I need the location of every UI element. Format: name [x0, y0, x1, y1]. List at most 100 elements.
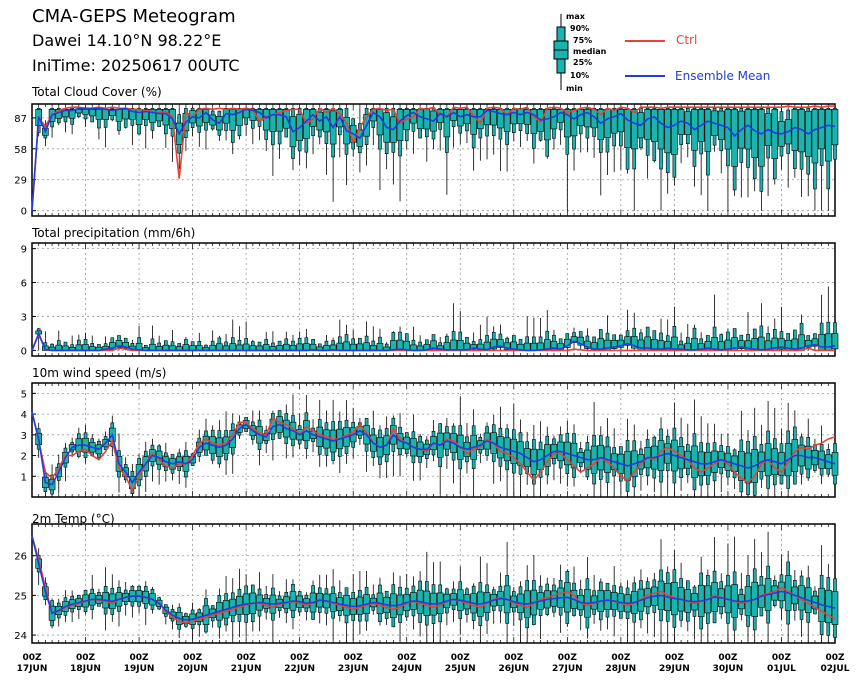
box-inner	[75, 109, 83, 114]
box-inner	[651, 109, 658, 142]
y-tick-label: 0	[21, 207, 27, 218]
box-inner	[597, 109, 605, 140]
box-inner	[811, 109, 819, 164]
legend-mean-label: Ensemble Mean	[675, 69, 771, 83]
box-inner	[610, 340, 618, 349]
box-inner	[831, 452, 839, 476]
box-inner	[356, 343, 364, 351]
box-inner	[182, 344, 190, 351]
box-inner	[88, 109, 96, 117]
legend-median-label: median	[573, 47, 607, 56]
box-inner	[450, 339, 457, 351]
box-inner	[102, 109, 109, 120]
y-tick-label: 3	[21, 312, 27, 323]
legend-mean-swatch	[625, 75, 665, 77]
box-inner	[282, 343, 290, 351]
box-inner	[282, 109, 290, 129]
box-inner	[617, 339, 625, 348]
y-tick-label: 9	[21, 245, 27, 256]
box-inner	[530, 109, 538, 134]
x-tick-label-hour: 00Z	[611, 653, 631, 663]
x-tick-label-date: 24JUN	[391, 664, 422, 674]
box-inner	[470, 109, 477, 135]
box-inner	[363, 342, 370, 351]
box-inner	[68, 109, 76, 119]
box-inner	[825, 109, 832, 162]
x-tick-label-date: 30JUN	[713, 664, 744, 674]
y-tick-label: 29	[14, 176, 27, 187]
box-inner	[349, 343, 357, 351]
box-inner	[236, 344, 243, 351]
x-tick-label-date: 28JUN	[606, 664, 637, 674]
box-inner	[55, 344, 63, 351]
x-tick-label-hour: 00Z	[397, 653, 417, 663]
box-inner	[604, 109, 611, 138]
x-tick-label-hour: 00Z	[183, 653, 203, 663]
panel-title: 10m wind speed (m/s)	[32, 366, 166, 380]
y-tick-label: 0	[21, 346, 27, 357]
box-inner	[731, 109, 738, 167]
box-inner	[296, 343, 303, 351]
box-inner	[376, 109, 384, 136]
box-inner	[456, 340, 464, 351]
box-inner	[577, 336, 585, 346]
box-inner	[470, 344, 477, 350]
box-inner	[584, 109, 591, 128]
box-inner	[644, 109, 651, 140]
box-inner	[744, 109, 752, 150]
box-inner	[276, 109, 283, 132]
box-inner	[416, 109, 424, 130]
box-inner	[155, 109, 163, 122]
box-inner	[62, 109, 69, 118]
box-inner	[343, 341, 350, 351]
ensemble-mean-line	[31, 331, 836, 352]
y-tick-label: 25	[14, 591, 27, 602]
box-inner	[671, 109, 678, 155]
box-inner	[624, 109, 631, 148]
x-tick-label-date: 18JUN	[70, 664, 101, 674]
box-inner	[804, 340, 812, 348]
box-inner	[142, 109, 150, 120]
x-tick-label-date: 25JUN	[445, 664, 476, 674]
x-tick-label-hour: 00Z	[290, 653, 310, 663]
legend-p75-label: 75%	[573, 36, 593, 45]
box-inner	[262, 344, 270, 351]
y-tick-label: 87	[14, 114, 27, 125]
y-tick-label: 4	[21, 410, 27, 421]
box-inner	[269, 109, 277, 132]
x-tick-label-hour: 00Z	[22, 653, 42, 663]
x-tick-label-date: 01JUL	[767, 664, 796, 674]
station-location: Dawei 14.10°N 98.22°E	[32, 31, 222, 50]
box-inner	[463, 109, 471, 125]
x-tick-label-date: 29JUN	[659, 664, 690, 674]
box-inner	[115, 109, 123, 122]
ctrl-series-line	[31, 105, 835, 211]
box-inner	[818, 109, 825, 150]
box-inner	[778, 338, 785, 350]
box-inner	[149, 109, 156, 123]
y-tick-label: 5	[21, 389, 27, 400]
legend-p10-label: 10%	[570, 71, 590, 80]
box-inner	[738, 340, 745, 349]
box-inner	[303, 343, 310, 351]
box-inner	[570, 336, 578, 343]
box-inner	[758, 109, 765, 167]
x-tick-label-hour: 00Z	[558, 653, 578, 663]
box-inner	[530, 342, 538, 351]
box-inner	[75, 344, 83, 351]
box-inner	[109, 342, 116, 350]
x-tick-label-date: 20JUN	[177, 664, 208, 674]
x-tick-label-date: 02JUL	[821, 664, 850, 674]
legend-ctrl-swatch	[625, 40, 665, 42]
x-tick-label-hour: 00Z	[825, 653, 845, 663]
legend-p25-label: 25%	[573, 58, 593, 67]
box-inner	[523, 109, 531, 125]
box-inner	[82, 344, 89, 351]
x-tick-label-hour: 00Z	[451, 653, 471, 663]
box-inner	[503, 109, 511, 132]
box-inner	[376, 343, 384, 351]
box-inner	[617, 109, 625, 133]
box-inner	[162, 109, 170, 126]
box-inner	[557, 109, 564, 123]
box-inner	[95, 109, 103, 120]
